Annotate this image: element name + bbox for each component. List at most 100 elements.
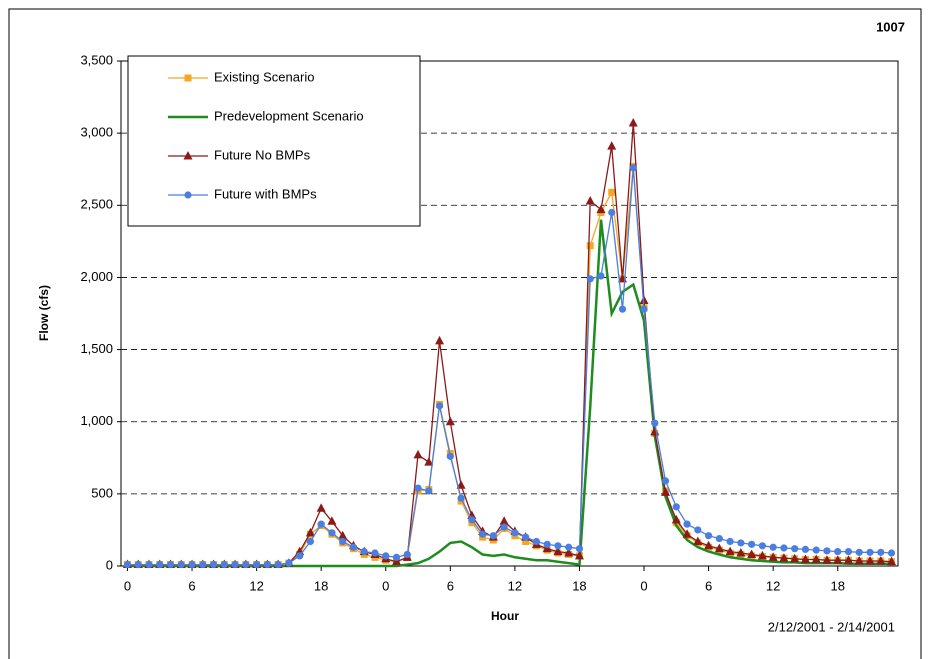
series-line (127, 167, 892, 566)
marker-circle (134, 560, 142, 569)
marker-circle (565, 543, 573, 551)
marker-triangle (747, 549, 757, 558)
marker-triangle (456, 480, 466, 489)
marker-circle (866, 548, 874, 556)
marker-triangle (876, 555, 886, 565)
marker-circle (306, 537, 315, 546)
marker-triangle (316, 503, 326, 512)
marker-circle (597, 272, 605, 280)
marker-circle (575, 545, 584, 553)
marker-circle (586, 275, 594, 283)
marker-triangle (661, 487, 671, 496)
marker-triangle (822, 555, 832, 564)
x-axis-label: Hour (491, 609, 519, 623)
marker-circle (726, 537, 734, 546)
x-tick-label: 6 (447, 578, 454, 593)
marker-circle (780, 544, 788, 552)
marker-circle (263, 560, 271, 569)
marker-circle (425, 487, 433, 495)
marker-circle (522, 533, 530, 541)
x-tick-label: 6 (705, 578, 712, 593)
marker-circle (489, 532, 497, 540)
marker-circle (209, 560, 218, 569)
marker-circle (328, 529, 336, 537)
y-tick-label: 1,000 (80, 413, 113, 428)
marker-circle (812, 546, 820, 554)
marker-circle (435, 402, 444, 410)
marker-circle (184, 191, 192, 199)
marker-circle (737, 539, 745, 547)
marker-circle (317, 520, 325, 528)
marker-triangle (445, 416, 455, 426)
marker-circle (166, 560, 175, 569)
marker-triangle (693, 536, 703, 545)
marker-circle (694, 526, 702, 534)
marker-circle (683, 520, 691, 528)
marker-triangle (553, 546, 563, 556)
marker-triangle (607, 141, 617, 150)
marker-circle (403, 550, 411, 559)
marker-circle (382, 552, 390, 560)
legend-label: Predevelopment Scenario (214, 108, 364, 123)
marker-triangle (865, 555, 875, 565)
marker-circle (618, 305, 627, 313)
marker-triangle (779, 553, 789, 562)
date-range: 2/12/2001 - 2/14/2001 (768, 619, 895, 634)
marker-circle (252, 560, 261, 569)
marker-triangle (628, 118, 638, 127)
marker-circle (748, 540, 756, 548)
marker-circle (188, 560, 196, 569)
marker-circle (457, 494, 465, 502)
marker-triangle (564, 548, 574, 557)
marker-circle (478, 530, 487, 538)
marker-triangle (467, 510, 477, 519)
marker-triangle (833, 555, 843, 564)
x-tick-label: 18 (572, 578, 586, 593)
marker-square (608, 188, 616, 196)
marker-circle (543, 540, 551, 548)
marker-circle (844, 547, 853, 556)
marker-triangle (435, 335, 445, 345)
marker-circle (392, 553, 401, 561)
marker-triangle (682, 529, 692, 538)
x-tick-label: 0 (124, 578, 131, 593)
marker-triangle (887, 556, 897, 566)
marker-circle (661, 477, 670, 485)
marker-triangle (413, 449, 423, 459)
x-tick-label: 12 (508, 578, 522, 593)
marker-circle (554, 542, 562, 550)
series-line (127, 219, 892, 568)
marker-triangle (585, 195, 595, 205)
marker-circle (145, 560, 153, 569)
marker-triangle (338, 530, 348, 540)
marker-triangle (596, 204, 606, 214)
marker-circle (608, 208, 616, 217)
marker-circle (640, 305, 648, 313)
marker-triangle (183, 151, 193, 160)
marker-circle (468, 516, 476, 524)
legend-label: Future No BMPs (214, 147, 311, 162)
y-tick-label: 3,500 (80, 52, 113, 67)
marker-circle (220, 560, 228, 569)
marker-circle (823, 547, 831, 555)
marker-square (184, 74, 192, 82)
y-tick-label: 2,000 (80, 269, 113, 284)
marker-circle (791, 545, 799, 553)
marker-circle (296, 552, 304, 560)
marker-circle (715, 534, 723, 543)
marker-circle (231, 560, 239, 569)
legend-label: Future with BMPs (214, 186, 317, 201)
marker-circle (285, 559, 293, 567)
marker-circle (177, 560, 185, 569)
marker-circle (834, 547, 842, 556)
marker-circle (414, 484, 422, 492)
y-tick-label: 3,000 (80, 125, 113, 140)
x-tick-label: 12 (766, 578, 780, 593)
y-tick-label: 1,500 (80, 341, 113, 356)
marker-triangle (305, 527, 315, 537)
marker-triangle (725, 546, 735, 556)
marker-triangle (499, 516, 509, 525)
marker-circle (371, 549, 379, 557)
marker-circle (500, 523, 508, 531)
x-tick-label: 0 (640, 578, 647, 593)
